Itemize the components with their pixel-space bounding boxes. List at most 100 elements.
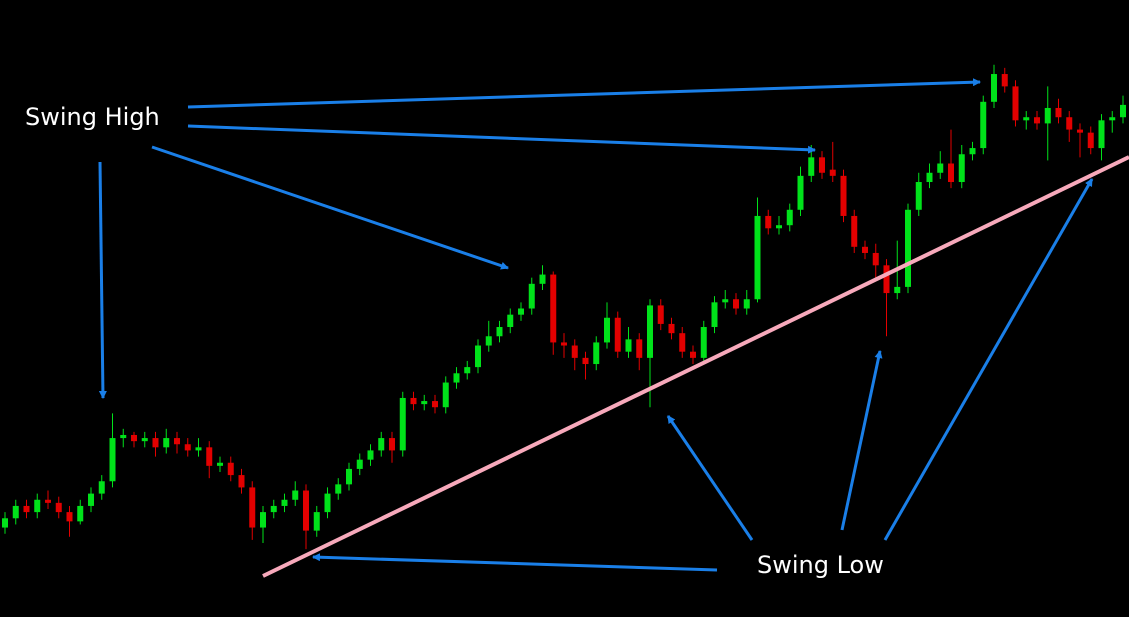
- candle-body: [722, 299, 729, 303]
- candle-body: [2, 518, 8, 528]
- candle-body: [1087, 132, 1094, 149]
- candle-body: [249, 487, 256, 528]
- candle-body: [819, 157, 825, 173]
- candle-body: [55, 502, 62, 513]
- candle-body: [1001, 74, 1008, 87]
- candle-body: [195, 447, 202, 451]
- candle-body: [485, 336, 492, 346]
- candle-body: [894, 286, 901, 294]
- candles: [2, 64, 1126, 550]
- arrow: [666, 415, 754, 541]
- candle-body: [1066, 117, 1073, 130]
- candle-body: [260, 512, 266, 528]
- arrow: [883, 178, 1094, 541]
- candle-body: [593, 342, 600, 365]
- candle-body: [292, 490, 299, 500]
- candle-body: [690, 351, 696, 358]
- candle-body: [378, 438, 385, 451]
- candle-body: [303, 490, 309, 531]
- candle-body: [754, 215, 761, 300]
- candle-body: [937, 163, 944, 173]
- candle-body: [808, 157, 815, 176]
- candle-body: [614, 317, 621, 352]
- candle-body: [184, 444, 191, 451]
- candle-body: [475, 345, 481, 368]
- arrow: [312, 553, 718, 572]
- candle-body: [346, 468, 352, 485]
- annotation: Swing Low: [757, 551, 884, 579]
- candle-body: [915, 182, 922, 210]
- candle-body: [410, 397, 417, 405]
- candle-body: [571, 345, 578, 358]
- candle-body: [862, 246, 868, 253]
- candle-body: [227, 462, 234, 476]
- candle-body: [206, 447, 213, 466]
- candle-body: [582, 357, 589, 365]
- candle-body: [1012, 86, 1019, 121]
- candle-body: [711, 302, 718, 328]
- candle-body: [66, 512, 73, 522]
- candle-body: [625, 339, 632, 352]
- candle-body: [77, 505, 84, 522]
- candle-body: [507, 314, 514, 328]
- candle-body: [743, 299, 750, 309]
- candle-body: [421, 401, 428, 405]
- candle-body: [281, 499, 288, 506]
- candle-body: [109, 438, 116, 482]
- candle-body: [496, 327, 503, 337]
- candle-body: [604, 317, 610, 343]
- candle-body: [883, 265, 890, 294]
- candle-body: [776, 225, 782, 229]
- candle-body: [313, 512, 320, 531]
- candle-body: [238, 475, 245, 488]
- candle-body: [969, 148, 976, 155]
- candle-body: [120, 434, 127, 439]
- candle-body: [98, 481, 105, 494]
- candle-body: [958, 154, 965, 183]
- candle-body: [872, 252, 879, 266]
- candle-body: [905, 209, 911, 287]
- candle-body: [141, 438, 148, 442]
- candle-body: [829, 169, 836, 176]
- candle-body: [432, 401, 438, 408]
- candle-body: [23, 505, 30, 513]
- arrow: [187, 78, 981, 109]
- candle-body: [367, 450, 374, 460]
- arrow: [98, 161, 107, 399]
- candle-body: [668, 323, 675, 334]
- candle-body: [561, 342, 567, 346]
- arrow: [840, 350, 883, 531]
- candle-body: [324, 493, 331, 513]
- candle-body: [1034, 117, 1040, 124]
- candle-body: [1023, 117, 1030, 121]
- candle-body: [948, 163, 954, 183]
- candle-body: [88, 493, 94, 506]
- candle-body: [152, 438, 159, 448]
- candle-body: [1077, 129, 1083, 133]
- arrow: [151, 145, 509, 270]
- candle-body: [786, 209, 793, 226]
- candle-body: [442, 382, 449, 408]
- candle-body: [550, 274, 557, 343]
- candle-body: [45, 499, 51, 503]
- candle-body: [399, 397, 406, 451]
- candle-body: [453, 373, 460, 383]
- candle-body: [1120, 104, 1126, 118]
- candle-body: [679, 333, 686, 352]
- candle-body: [464, 367, 471, 374]
- candle-body: [657, 305, 664, 324]
- candle-body: [270, 505, 277, 513]
- candle-body: [528, 283, 535, 309]
- candle-body: [12, 505, 19, 519]
- candle-body: [840, 175, 847, 216]
- candle-body: [733, 299, 739, 309]
- candle-body: [539, 274, 546, 284]
- candle-body: [174, 438, 180, 445]
- candle-body: [797, 175, 804, 210]
- arrow: [187, 124, 816, 154]
- candle-body: [518, 308, 524, 315]
- candle-body: [647, 305, 653, 358]
- candle-body: [991, 74, 997, 102]
- trend-line: [262, 155, 1129, 578]
